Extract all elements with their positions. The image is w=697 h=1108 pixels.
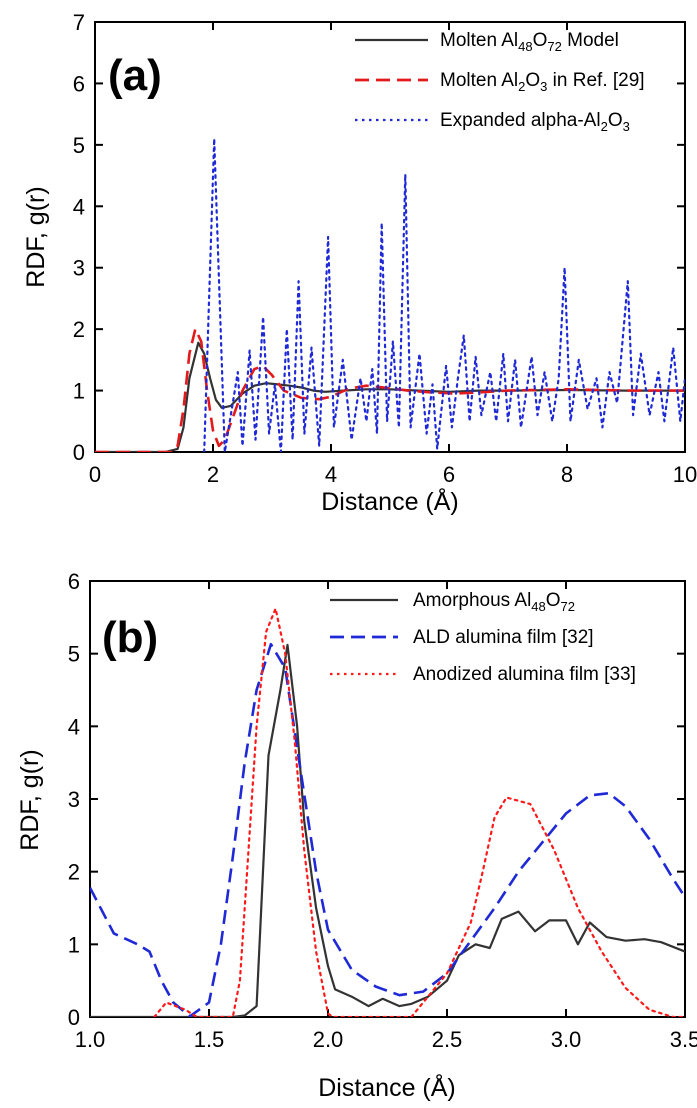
y-tick-label: 4 bbox=[68, 714, 80, 739]
series-line-1 bbox=[90, 643, 685, 1017]
y-tick-label: 2 bbox=[68, 860, 80, 885]
series-line-3 bbox=[153, 607, 685, 1017]
axis-ticks-a: 0 2 4 6 8 10 0 1 2 3 4 5 6 7 bbox=[73, 10, 697, 487]
x-tick-label: 3.0 bbox=[551, 1027, 582, 1052]
panel-label-b: (b) bbox=[102, 613, 158, 662]
y-tick-label: 4 bbox=[73, 194, 85, 219]
y-tick-label: 3 bbox=[68, 787, 80, 812]
axis-ticks-b: 1.0 1.5 2.0 2.5 3.0 3.5 0 1 2 3 4 5 6 bbox=[68, 569, 697, 1052]
y-tick-label: 0 bbox=[68, 1005, 80, 1030]
y-tick-label: 5 bbox=[68, 642, 80, 667]
legend-label-2: ALD alumina film [32] bbox=[413, 627, 594, 648]
legend-label-3: Anodized alumina film [33] bbox=[413, 664, 636, 685]
x-tick-label: 8 bbox=[561, 462, 573, 487]
x-tick-label: 1.5 bbox=[194, 1027, 225, 1052]
y-tick-label: 6 bbox=[73, 71, 85, 96]
x-tick-label: 6 bbox=[443, 462, 455, 487]
series-line-2 bbox=[95, 327, 685, 452]
legend-b: Amorphous Al48O72 ALD alumina film [32] An… bbox=[330, 590, 636, 685]
legend-label-1: Amorphous Al48O72 bbox=[413, 590, 575, 614]
y-tick-label: 5 bbox=[73, 133, 85, 158]
y-axis-title-b: RDF, g(r) bbox=[16, 749, 44, 850]
y-tick-label: 7 bbox=[73, 10, 85, 35]
y-tick-label: 3 bbox=[73, 256, 85, 281]
series-line-3 bbox=[203, 137, 685, 452]
x-tick-label: 0 bbox=[89, 462, 101, 487]
y-tick-label: 1 bbox=[68, 932, 80, 957]
x-axis-title-a: Distance (Å) bbox=[321, 486, 459, 516]
legend-label-2: Molten Al2O3 in Ref. [29] bbox=[440, 70, 645, 94]
x-tick-label: 10 bbox=[673, 462, 697, 487]
chart-panel-b: 1.0 1.5 2.0 2.5 3.0 3.5 0 1 2 3 4 5 6 Amorphous Al48… bbox=[16, 569, 697, 1102]
x-tick-label: 4 bbox=[325, 462, 337, 487]
y-tick-label: 2 bbox=[73, 317, 85, 342]
x-axis-title-b: Distance (Å) bbox=[318, 1072, 456, 1102]
series-group-a bbox=[95, 137, 685, 452]
legend-label-3: Expanded alpha-Al2O3 bbox=[440, 110, 630, 134]
panel-label-a: (a) bbox=[108, 51, 162, 100]
x-tick-label: 2.5 bbox=[432, 1027, 463, 1052]
series-group-b bbox=[90, 607, 685, 1017]
x-tick-label: 1.0 bbox=[75, 1027, 106, 1052]
plot-frame-a bbox=[94, 21, 686, 453]
x-tick-label: 2 bbox=[207, 462, 219, 487]
plot-frame-b bbox=[89, 580, 686, 1018]
x-tick-label: 3.5 bbox=[670, 1027, 697, 1052]
y-axis-title-a: RDF, g(r) bbox=[22, 186, 50, 287]
y-tick-label: 1 bbox=[73, 379, 85, 404]
legend-a: Molten Al48O72 Model Molten Al2O3 in Ref.… bbox=[355, 30, 645, 134]
y-tick-label: 6 bbox=[68, 569, 80, 594]
legend-label-1: Molten Al48O72 Model bbox=[440, 30, 619, 54]
y-tick-label: 0 bbox=[73, 440, 85, 465]
series-line-2 bbox=[90, 642, 685, 1017]
x-tick-label: 2.0 bbox=[313, 1027, 344, 1052]
